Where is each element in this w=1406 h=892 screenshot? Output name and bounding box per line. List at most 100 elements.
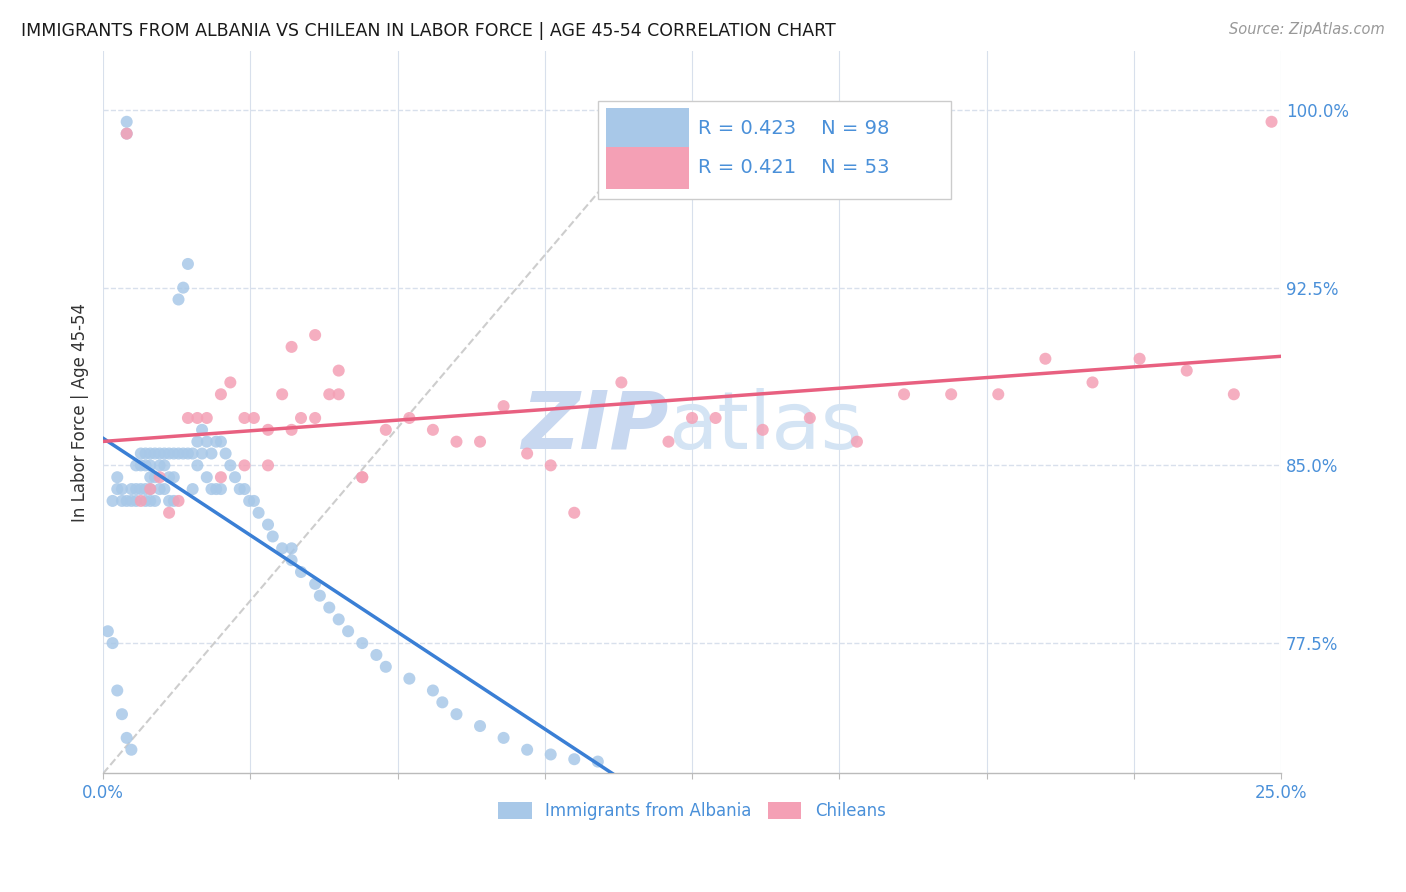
Point <box>120 482 142 496</box>
Point <box>181 482 204 496</box>
Point <box>157 470 180 484</box>
Point <box>191 446 214 460</box>
Point <box>139 470 162 484</box>
Point <box>374 660 396 674</box>
Point <box>1260 115 1282 129</box>
Text: atlas: atlas <box>668 387 863 466</box>
Point <box>125 458 148 473</box>
Point <box>139 494 162 508</box>
Point <box>1223 387 1246 401</box>
FancyBboxPatch shape <box>606 108 689 150</box>
Point <box>149 458 172 473</box>
Point <box>562 752 585 766</box>
Point <box>125 494 148 508</box>
Point <box>200 446 222 460</box>
Text: IMMIGRANTS FROM ALBANIA VS CHILEAN IN LABOR FORCE | AGE 45-54 CORRELATION CHART: IMMIGRANTS FROM ALBANIA VS CHILEAN IN LA… <box>21 22 835 40</box>
Point <box>262 529 284 543</box>
Text: R = 0.421    N = 53: R = 0.421 N = 53 <box>697 158 890 178</box>
Point <box>120 494 142 508</box>
Point <box>1129 351 1152 366</box>
Point <box>308 589 330 603</box>
Point <box>143 494 166 508</box>
Point <box>135 494 157 508</box>
Point <box>657 434 679 449</box>
Point <box>304 328 326 343</box>
Point <box>111 482 134 496</box>
Point <box>492 731 515 745</box>
Point <box>172 280 194 294</box>
Point <box>987 387 1010 401</box>
Point <box>143 446 166 460</box>
Point <box>139 482 162 496</box>
Point <box>280 541 302 556</box>
Point <box>135 446 157 460</box>
Point <box>195 470 218 484</box>
Point <box>153 482 176 496</box>
Point <box>290 565 312 579</box>
Point <box>125 482 148 496</box>
Point <box>209 470 232 484</box>
Point <box>328 363 350 377</box>
Point <box>280 423 302 437</box>
Point <box>540 747 562 762</box>
FancyBboxPatch shape <box>598 102 952 199</box>
Point <box>233 482 256 496</box>
Point <box>214 446 236 460</box>
Point <box>120 743 142 757</box>
Point <box>280 553 302 567</box>
Point <box>243 411 266 425</box>
Point <box>143 470 166 484</box>
Point <box>219 376 242 390</box>
Point <box>149 470 172 484</box>
Point <box>446 434 468 449</box>
Point <box>352 636 374 650</box>
Point <box>219 458 242 473</box>
Point <box>205 434 228 449</box>
Point <box>115 731 138 745</box>
Point <box>195 411 218 425</box>
Point <box>257 458 280 473</box>
Point <box>205 482 228 496</box>
FancyBboxPatch shape <box>606 147 689 189</box>
Point <box>337 624 360 639</box>
Point <box>492 399 515 413</box>
Point <box>105 482 128 496</box>
Point <box>101 494 124 508</box>
Point <box>157 446 180 460</box>
Point <box>167 293 190 307</box>
Point <box>280 340 302 354</box>
Point <box>200 482 222 496</box>
Point <box>328 612 350 626</box>
Point <box>233 411 256 425</box>
Point <box>157 494 180 508</box>
Point <box>157 506 180 520</box>
Point <box>177 257 200 271</box>
Text: Source: ZipAtlas.com: Source: ZipAtlas.com <box>1229 22 1385 37</box>
Point <box>177 411 200 425</box>
Point <box>163 494 186 508</box>
Point <box>586 755 609 769</box>
Point <box>422 423 444 437</box>
Point <box>129 458 152 473</box>
Point <box>153 458 176 473</box>
Point <box>181 446 204 460</box>
Point <box>115 115 138 129</box>
Point <box>129 482 152 496</box>
Point <box>845 434 868 449</box>
Point <box>352 470 374 484</box>
Point <box>1081 376 1104 390</box>
Point <box>516 446 538 460</box>
Point <box>516 743 538 757</box>
Point <box>186 458 208 473</box>
Point <box>135 482 157 496</box>
Point <box>163 446 186 460</box>
Point <box>751 423 773 437</box>
Point <box>115 127 138 141</box>
Point <box>432 695 454 709</box>
Point <box>209 387 232 401</box>
Point <box>366 648 388 662</box>
Point <box>105 683 128 698</box>
Point <box>290 411 312 425</box>
Point <box>111 707 134 722</box>
Point <box>233 458 256 473</box>
